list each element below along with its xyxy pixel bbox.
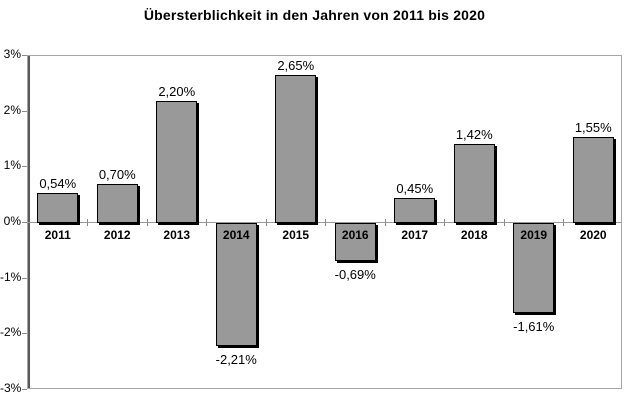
value-label-2012: 0,70% [98, 167, 136, 183]
y-axis-tick-mark [22, 222, 27, 223]
y-axis-tick-mark [22, 110, 27, 112]
chart-title: Übersterblichkeit in den Jahren von 2011… [143, 7, 486, 23]
bar-2011 [37, 192, 79, 223]
bar-2016 [334, 223, 376, 262]
bar-group-2015: 2,65% 2015 [266, 56, 326, 388]
value-label-2017: 0,45% [396, 180, 434, 196]
category-tick-mark [503, 219, 505, 226]
y-axis-tick-mark [22, 277, 27, 279]
plot-area: 0,54% 2011 0,70% 2012 2,20% 2013 -2,21% … [27, 55, 622, 389]
bar-group-2016: -0,69% 2016 [326, 56, 386, 388]
category-label-2012: 2012 [103, 228, 131, 242]
value-label-2020: 1,55% [574, 119, 612, 135]
bar-2018 [453, 143, 495, 223]
category-tick-mark [563, 219, 564, 226]
y-axis-tick-label: 3% [3, 47, 21, 61]
bar-2017 [394, 197, 436, 223]
bar-2020 [572, 136, 614, 223]
y-axis-tick-label: -1% [0, 269, 22, 284]
category-label-2018: 2018 [460, 228, 488, 242]
bar-group-2020: 1,55% 2020 [564, 56, 624, 388]
value-label-2013: 2,20% [158, 83, 196, 99]
bar-group-2014: -2,21% 2014 [207, 56, 267, 388]
y-axis-tick-mark [22, 389, 27, 390]
category-label-2019: 2019 [520, 228, 548, 242]
y-axis-tick-label: -3% [0, 381, 22, 395]
y-axis-tick-mark [22, 333, 27, 335]
category-label-2015: 2015 [282, 228, 310, 242]
category-tick-mark [325, 219, 326, 226]
y-axis-tick-label: 2% [3, 102, 21, 117]
category-label-2011: 2011 [44, 228, 71, 242]
bar-2014 [215, 223, 257, 347]
category-label-2016: 2016 [341, 228, 369, 242]
value-label-2015: 2,65% [277, 58, 315, 74]
y-axis-tick-mark [22, 166, 27, 168]
bar-2012 [96, 184, 138, 223]
category-tick-mark [384, 219, 386, 226]
category-tick-mark [206, 219, 207, 226]
bar-2015 [275, 75, 317, 223]
category-label-2014: 2014 [222, 228, 250, 242]
bar-group-2017: 0,45% 2017 [385, 56, 445, 388]
bar-group-2013: 2,20% 2013 [147, 56, 207, 388]
category-tick-mark [146, 219, 148, 226]
y-axis-tick-label: 0% [3, 214, 21, 228]
bar-2019 [513, 223, 555, 313]
bar-group-2011: 0,54% 2011 [28, 56, 88, 388]
category-tick-mark [87, 219, 88, 226]
bar-2013 [156, 100, 198, 223]
value-label-2014: -2,21% [215, 352, 257, 368]
y-axis-tick-label: -2% [0, 325, 22, 340]
value-label-2016: -0,69% [334, 267, 376, 283]
y-axis-tick-label: 1% [3, 158, 21, 173]
y-axis-tick-mark [22, 55, 27, 56]
value-label-2011: 0,54% [39, 175, 77, 191]
category-tick-mark [265, 219, 267, 226]
value-label-2018: 1,42% [455, 126, 493, 142]
bar-group-2019: -1,61% 2019 [504, 56, 564, 388]
zero-axis-line [28, 222, 621, 223]
category-label-2017: 2017 [401, 228, 429, 242]
category-label-2020: 2020 [579, 228, 607, 242]
bar-group-2018: 1,42% 2018 [445, 56, 505, 388]
value-label-2019: -1,61% [513, 318, 555, 334]
bar-group-2012: 0,70% 2012 [88, 56, 148, 388]
category-label-2013: 2013 [163, 228, 191, 242]
category-tick-mark [444, 219, 445, 226]
